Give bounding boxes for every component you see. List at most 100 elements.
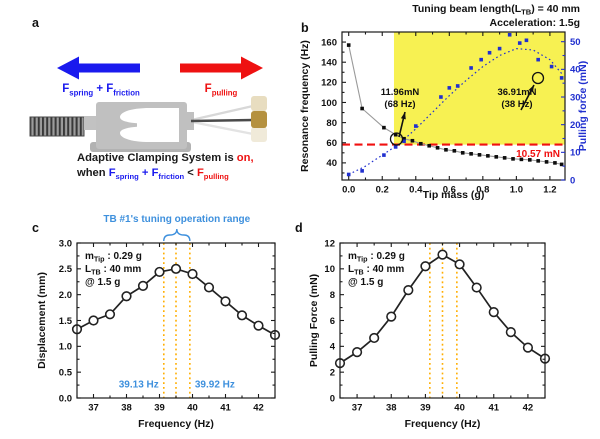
range-bound-label: 39.92 Hz xyxy=(195,380,235,391)
info-text: LTB : 40 mm xyxy=(85,264,141,277)
axes: 0.0 0.2 0.4 0.6 0.8 1.0 1.2406080100120140160T… xyxy=(299,31,589,201)
x-tick-label: 0.0 xyxy=(342,185,355,196)
series-displacement xyxy=(71,263,281,341)
x-tick-label: 1.2 xyxy=(543,185,556,196)
rod-boss xyxy=(185,112,194,130)
highlight-circle xyxy=(389,132,404,146)
range-brace-label: TB #1's tuning operation range xyxy=(103,214,250,225)
clamp-cutout xyxy=(120,108,179,142)
x-tick-label: 0.2 xyxy=(376,185,389,196)
right-tick-label: 30 xyxy=(570,92,581,103)
displacement-vs-frequency: 37 38 39 40 41 42 0.0 0.5 1.0 1.5 2.0 2.5 3.0 Frequen… xyxy=(36,214,281,430)
y-tick-label: 2.5 xyxy=(59,264,73,275)
y-tick-label: 160 xyxy=(321,37,337,48)
range-brace xyxy=(163,228,191,242)
chart-resonance-vs-tip-mass: 10.57 mN0.0 0.2 0.4 0.6 0.8 1.0 1.240608010012… xyxy=(299,3,589,201)
spring-force-arrow xyxy=(57,56,140,80)
info-text: LTB : 40 mm xyxy=(348,264,404,277)
y-tick-label: 6 xyxy=(330,316,335,327)
needle-ghost-lower xyxy=(186,119,254,136)
annotation-clamp-on-point: 11.96mN xyxy=(381,87,420,98)
x-tick-label: 38 xyxy=(386,403,397,414)
x-tick-label: 1.0 xyxy=(510,185,523,196)
x-axis-label: Frequency (Hz) xyxy=(138,418,214,430)
y-tick-label: 120 xyxy=(321,78,337,89)
tip-ghost-upper xyxy=(251,96,267,111)
right-axis-label: Pulling force (mN) xyxy=(577,61,589,151)
y-axis-label: Resonance frequency (Hz) xyxy=(299,40,311,172)
series-resonance-frequency xyxy=(346,43,564,167)
x-axis-label: Tip mass (g) xyxy=(423,189,485,201)
y-tick-label: 3.0 xyxy=(59,238,72,249)
y-tick-label: 0.5 xyxy=(59,367,73,378)
clamp-caption: Adaptive Clamping System is on, when Fsp… xyxy=(77,151,254,181)
y-tick-label: 140 xyxy=(321,58,337,69)
series-pulling-force xyxy=(346,32,564,177)
info-text: @ 1.5 g xyxy=(348,277,383,288)
y-tick-label: 12 xyxy=(324,238,335,249)
needle-rod xyxy=(190,118,255,123)
x-tick-label: 41 xyxy=(220,403,231,414)
y-axis-label: Displacement (mm) xyxy=(36,272,48,369)
y-tick-label: 2 xyxy=(330,367,335,378)
x-tick-label: 42 xyxy=(253,403,264,414)
series-pulling-force xyxy=(334,249,551,369)
right-tick-label: 50 xyxy=(570,37,581,48)
x-tick-label: 40 xyxy=(454,403,465,414)
spring-friction-force-label: Fspring + Ffriction xyxy=(62,83,140,98)
clamp-assembly xyxy=(29,96,267,152)
chart-title: Tuning beam length(LTB) = 40 mm xyxy=(412,3,580,17)
panel-a-label: a xyxy=(32,16,39,30)
clamp-caption-line2: when Fspring + Ffriction < Fpulling xyxy=(77,167,229,182)
right-tick-label: 0 xyxy=(570,175,575,186)
x-tick-label: 41 xyxy=(488,403,499,414)
spring-coil xyxy=(29,116,85,137)
panel-a-illustration xyxy=(29,56,267,152)
y-tick-label: 60 xyxy=(326,138,337,149)
x-tick-label: 42 xyxy=(523,403,534,414)
x-tick-label: 38 xyxy=(121,403,132,414)
annotation-clamp-on-point: (68 Hz) xyxy=(384,99,415,110)
resonance-frequency-and-pulling-force-vs-tip-mass: 10.57 mN0.0 0.2 0.4 0.6 0.8 1.0 1.240608010012… xyxy=(299,3,589,201)
y-tick-label: 4 xyxy=(330,342,336,353)
x-tick-label: 0.4 xyxy=(409,185,423,196)
y-tick-label: 80 xyxy=(326,118,337,129)
annotation-max-mass-point: (38 Hz) xyxy=(501,99,532,110)
axes: 37 38 39 40 41 42 0 2 4 6 8 10 12 Frequency (Hz) Pulli… xyxy=(308,238,546,430)
y-tick-label: 1.0 xyxy=(59,342,72,353)
axes: 37 38 39 40 41 42 0.0 0.5 1.0 1.5 2.0 2.5 3.0 Frequen… xyxy=(36,238,276,430)
pulling-force-label: Fpulling xyxy=(204,83,238,98)
tip-ghost-lower xyxy=(251,127,267,142)
right-tick-label: 10 xyxy=(570,148,581,159)
x-tick-label: 40 xyxy=(187,403,198,414)
y-axis-label: Pulling Force (mN) xyxy=(308,274,320,367)
x-tick-label: 37 xyxy=(352,403,363,414)
annotation-max-mass-point: 36.91mN xyxy=(497,87,536,98)
info-text: mTip : 0.29 g xyxy=(348,251,405,264)
panel-b-label: b xyxy=(301,21,309,35)
y-tick-label: 40 xyxy=(326,158,337,169)
x-tick-label: 39 xyxy=(420,403,431,414)
chart-title: Acceleration: 1.5g xyxy=(490,17,580,29)
highlight-circle xyxy=(531,71,545,85)
threshold-label: 10.57 mN xyxy=(516,149,560,160)
x-axis-label: Frequency (Hz) xyxy=(405,418,481,430)
y-tick-label: 10 xyxy=(324,264,335,275)
x-tick-label: 0.8 xyxy=(476,185,489,196)
x-tick-label: 39 xyxy=(154,403,165,414)
y-tick-label: 2.0 xyxy=(59,290,72,301)
arrow-head xyxy=(528,85,534,93)
panel-d-label: d xyxy=(295,221,303,235)
plot-frame xyxy=(341,31,566,181)
series-pulling-force-fit xyxy=(348,47,563,176)
y-tick-label: 100 xyxy=(321,98,337,109)
pulling-force-vs-frequency: 37 38 39 40 41 42 0 2 4 6 8 10 12 Frequency (Hz) Pulli… xyxy=(308,238,551,430)
pulling-force-arrow xyxy=(180,56,263,80)
needle-ghost-upper xyxy=(186,104,254,123)
arrow-head xyxy=(400,112,406,120)
y-tick-label: 0 xyxy=(330,393,335,404)
x-tick-label: 37 xyxy=(88,403,99,414)
y-tick-label: 8 xyxy=(330,290,335,301)
chart-pulling-force-vs-frequency: 37 38 39 40 41 42 0 2 4 6 8 10 12 Frequency (Hz) Pulli… xyxy=(308,238,551,430)
chart-displacement-vs-frequency: 37 38 39 40 41 42 0.0 0.5 1.0 1.5 2.0 2.5 3.0 Frequen… xyxy=(36,214,281,430)
